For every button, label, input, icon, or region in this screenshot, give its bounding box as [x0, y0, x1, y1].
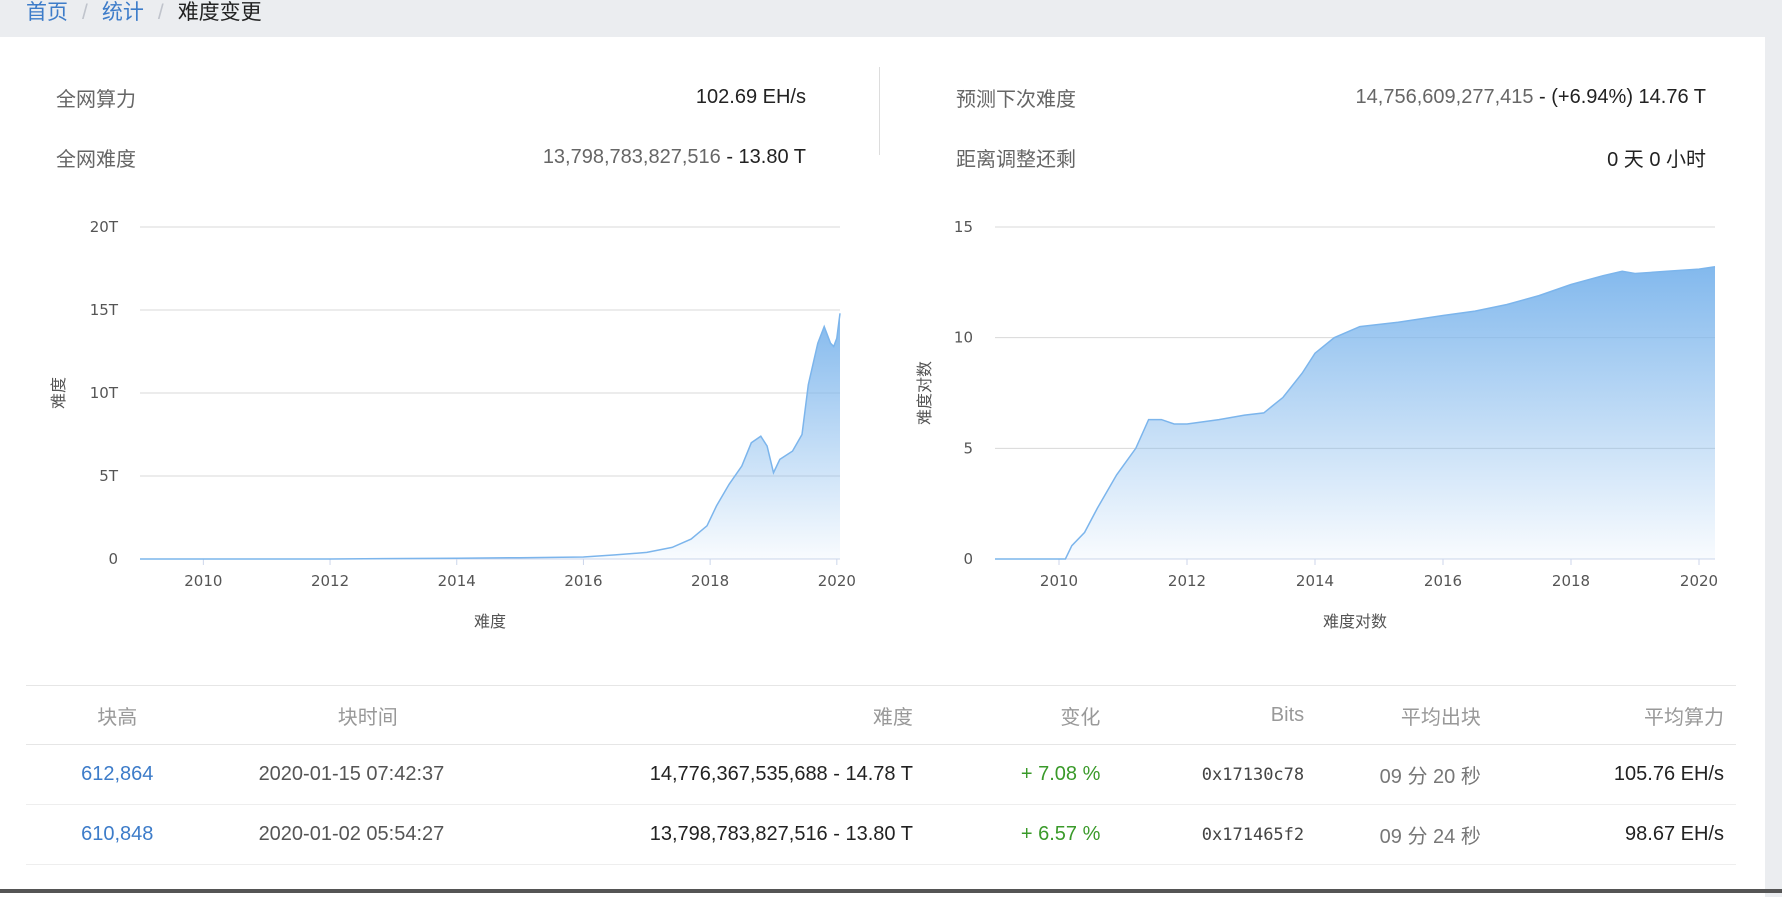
y-tick-label: 15T [90, 301, 119, 319]
cell-bits: 0x171465f2 [1112, 804, 1317, 865]
x-tick-label: 2016 [1424, 572, 1462, 590]
next-difficulty-value: 14,756,609,277,415 - (+6.94%) 14.76 T [1356, 86, 1706, 109]
difficulty-suffix: - 13.80 T [720, 145, 806, 168]
y-tick-label: 5T [99, 467, 119, 485]
next-difficulty-row: 预测下次难度 14,756,609,277,415 - (+6.94%) 14.… [956, 67, 1706, 127]
x-tick-label: 2012 [311, 572, 349, 590]
x-tick-label: 2020 [1680, 572, 1718, 590]
breadcrumb-stats-link[interactable]: 统计 [101, 1, 144, 24]
y-tick-label: 0 [108, 550, 118, 568]
y-tick-label: 5 [963, 439, 973, 457]
x-tick-label: 2020 [818, 572, 856, 590]
log-difficulty-chart: 0 5 10 15 2010 2012 2014 2016 2018 2020 难度对数 难度对数 [910, 187, 1740, 657]
col-difficulty-header: 难度 [872, 706, 913, 729]
col-avg-hashrate-header: 平均算力 [1644, 706, 1724, 729]
stats-left: 全网算力 102.69 EH/s 全网难度 13,798,783,827,516… [56, 67, 806, 187]
cell-difficulty: 14,776,367,535,688 - 14.78 T [526, 744, 925, 805]
x-tick-label: 2014 [438, 572, 476, 590]
col-change-header: 变化 [1060, 706, 1101, 729]
cell-change: + 7.08 % [924, 744, 1113, 805]
hashrate-value: 102.69 EH/s [695, 85, 806, 108]
col-height-header: 块高 [97, 706, 138, 729]
breadcrumb-current: 难度变更 [177, 1, 262, 24]
cell-avg-time: 09 分 24 秒 [1316, 804, 1493, 865]
y-tick-label: 0 [963, 550, 973, 568]
cell-avg-hashrate: 98.67 EH/s [1492, 804, 1736, 865]
series-line [995, 266, 1716, 560]
remaining-label: 距离调整还剩 [956, 148, 1076, 171]
cell-height: 610,848 [26, 804, 209, 865]
difficulty-chart: 0 5T 10T 15T 20T 2010 2012 2014 2016 2018 2020 难度 难度 [40, 187, 860, 657]
difficulty-value: 13,798,783,827,516 - 13.80 T [543, 146, 806, 169]
cell-avg-time: 09 分 20 秒 [1316, 744, 1493, 805]
next-difficulty-label: 预测下次难度 [956, 88, 1076, 111]
col-bits-header: Bits [1270, 703, 1305, 726]
breadcrumb-separator: / [157, 1, 164, 24]
x-tick-label: 2010 [1040, 572, 1078, 590]
y-axis-title: 难度 [49, 377, 68, 409]
cell-difficulty: 13,798,783,827,516 - 13.80 T [526, 804, 925, 865]
stats-right: 预测下次难度 14,756,609,277,415 - (+6.94%) 14.… [956, 67, 1706, 187]
hashrate-label: 全网算力 [56, 88, 136, 111]
difficulty-table: 块高 块时间 难度 变化 Bits 平均出块 平均算力 612,864 2020… [26, 685, 1736, 865]
next-difficulty-suffix: - (+6.94%) 14.76 T [1533, 85, 1706, 108]
breadcrumb-separator: / [82, 1, 88, 24]
next-difficulty-number: 14,756,609,277,415 [1355, 85, 1534, 108]
table-header-row: 块高 块时间 难度 变化 Bits 平均出块 平均算力 [26, 685, 1736, 745]
x-tick-label: 2010 [184, 572, 222, 590]
breadcrumb: 首页 / 统计 / 难度变更 [26, 0, 262, 30]
y-tick-label: 10 [954, 329, 973, 347]
difficulty-label: 全网难度 [56, 148, 136, 171]
breadcrumb-home-link[interactable]: 首页 [26, 1, 68, 24]
cell-height: 612,864 [26, 744, 209, 805]
difficulty-table-wrap: 块高 块时间 难度 变化 Bits 平均出块 平均算力 612,864 2020… [26, 685, 1736, 865]
y-tick-label: 10T [90, 384, 119, 402]
x-tick-label: 2016 [564, 572, 602, 590]
series-line [140, 313, 841, 560]
block-height-link[interactable]: 610,848 [81, 823, 154, 845]
bottom-bar [0, 889, 1782, 893]
y-tick-label: 20T [90, 218, 119, 236]
x-tick-label: 2018 [691, 572, 729, 590]
remaining-row: 距离调整还剩 0 天 0 小时 [956, 127, 1706, 187]
cell-avg-hashrate: 105.76 EH/s [1492, 744, 1736, 805]
difficulty-number: 13,798,783,827,516 [542, 145, 721, 168]
remaining-value: 0 天 0 小时 [1607, 148, 1706, 171]
block-height-link[interactable]: 612,864 [81, 763, 154, 785]
y-axis-title: 难度对数 [915, 361, 934, 425]
x-tick-label: 2014 [1296, 572, 1334, 590]
x-tick-label: 2012 [1168, 572, 1206, 590]
cell-time: 2020-01-02 05:54:27 [208, 804, 527, 865]
table-row: 612,864 2020-01-15 07:42:37 14,776,367,5… [26, 744, 1736, 805]
x-axis-title: 难度 [474, 612, 506, 631]
stats-divider [879, 67, 880, 155]
table-row: 610,848 2020-01-02 05:54:27 13,798,783,8… [26, 804, 1736, 865]
x-tick-label: 2018 [1552, 572, 1590, 590]
y-tick-label: 15 [954, 218, 973, 236]
series-area [140, 313, 840, 559]
x-axis-title: 难度对数 [1323, 612, 1387, 631]
col-avg-time-header: 平均出块 [1400, 706, 1481, 729]
cell-time: 2020-01-15 07:42:37 [208, 744, 527, 805]
col-time-header: 块时间 [337, 706, 398, 729]
difficulty-row: 全网难度 13,798,783,827,516 - 13.80 T [56, 127, 806, 187]
series-area [995, 266, 1715, 559]
cell-bits: 0x17130c78 [1112, 744, 1317, 805]
hashrate-row: 全网算力 102.69 EH/s [56, 67, 806, 127]
cell-change: + 6.57 % [924, 804, 1113, 865]
